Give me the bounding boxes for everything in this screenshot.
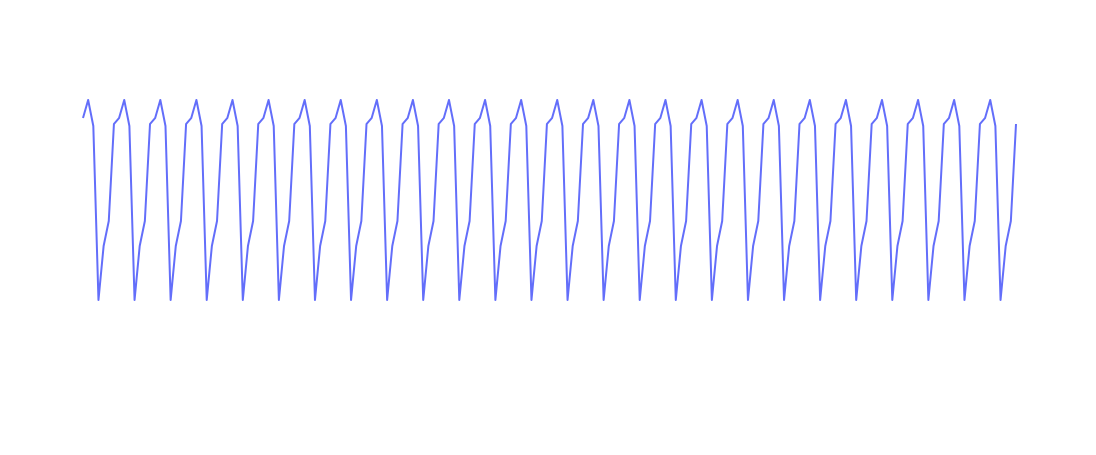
line-series	[82, 99, 1017, 301]
